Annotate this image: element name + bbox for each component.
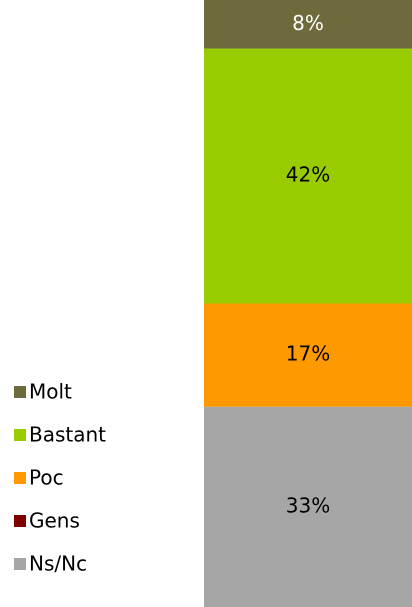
data-label: 17% bbox=[286, 342, 330, 366]
legend-label: Bastant bbox=[29, 423, 106, 447]
data-label: 8% bbox=[292, 11, 324, 35]
legend-swatch bbox=[14, 515, 26, 527]
legend-swatch bbox=[14, 386, 26, 398]
legend-label: Molt bbox=[29, 380, 72, 404]
bar-segment bbox=[204, 303, 412, 407]
legend-swatch bbox=[14, 558, 26, 570]
bar-segment bbox=[204, 406, 412, 607]
legend-label: Ns/Nc bbox=[29, 552, 87, 576]
legend-label: Gens bbox=[29, 509, 80, 533]
legend-swatch bbox=[14, 472, 26, 484]
data-label: 33% bbox=[286, 493, 330, 517]
legend-label: Poc bbox=[29, 466, 64, 490]
legend-swatch bbox=[14, 429, 26, 441]
data-label: 42% bbox=[286, 163, 330, 187]
bar-segment bbox=[204, 0, 412, 49]
bar-segment bbox=[204, 48, 412, 304]
